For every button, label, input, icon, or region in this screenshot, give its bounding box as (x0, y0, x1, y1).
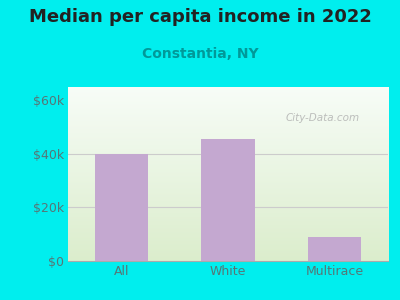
Text: Constantia, NY: Constantia, NY (142, 46, 258, 61)
Bar (308, 237, 361, 261)
Bar (201, 139, 255, 261)
Bar (95, 154, 148, 261)
Text: Median per capita income in 2022: Median per capita income in 2022 (28, 8, 372, 26)
Text: City-Data.com: City-Data.com (286, 113, 360, 123)
